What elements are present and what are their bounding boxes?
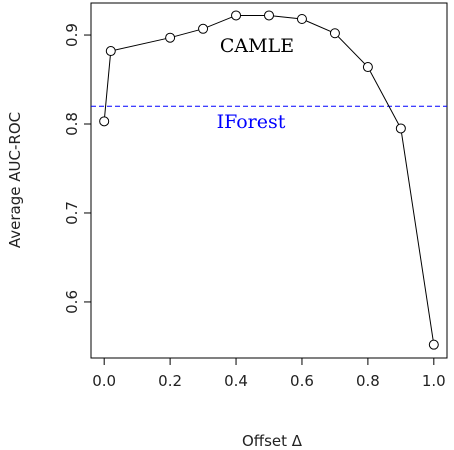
x-tick-label: 0.0	[92, 372, 116, 390]
data-point	[395, 123, 406, 134]
y-tick-label: 0.9	[63, 23, 81, 47]
x-tick-label: 1.0	[422, 372, 446, 390]
annotation: CAMLE	[220, 35, 294, 57]
x-tick-label: 0.8	[356, 372, 380, 390]
data-line	[103, 14, 435, 345]
plot-frame	[90, 2, 448, 359]
y-tick-label: 0.7	[63, 201, 81, 225]
x-tick-label: 0.6	[290, 372, 314, 390]
data-point	[362, 62, 373, 73]
data-point	[231, 10, 242, 21]
data-point	[198, 23, 209, 34]
data-point	[165, 32, 176, 43]
annotation: IForest	[217, 111, 286, 133]
data-point	[428, 339, 439, 350]
y-axis-label: Average AUC-ROC	[6, 112, 24, 248]
data-point	[99, 116, 110, 127]
data-point	[329, 28, 340, 39]
data-point	[264, 10, 274, 21]
x-tick-label: 0.2	[158, 372, 182, 390]
x-tick-label: 0.4	[224, 372, 248, 390]
x-axis-label: Offset Δ	[242, 432, 303, 450]
data-point	[105, 46, 116, 57]
data-point	[296, 14, 307, 25]
y-tick-label: 0.6	[63, 290, 81, 314]
y-tick-label: 0.8	[63, 112, 81, 136]
